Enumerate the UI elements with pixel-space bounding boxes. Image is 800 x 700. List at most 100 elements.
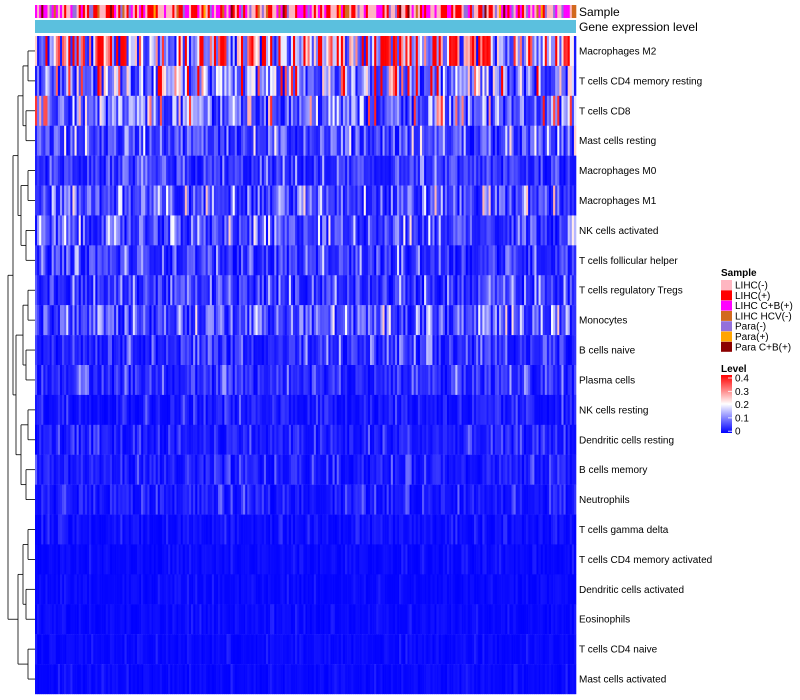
heatmap-cell [484, 305, 487, 336]
heatmap-cell [374, 215, 377, 246]
heatmap-cell [224, 335, 227, 366]
heatmap-cell [145, 215, 148, 246]
heatmap-cell [492, 245, 496, 276]
heatmap-cell [438, 215, 442, 246]
heatmap-cell [455, 185, 458, 216]
heatmap-cell [332, 125, 335, 156]
heatmap-cell [530, 36, 533, 67]
heatmap-cell [53, 65, 57, 97]
heatmap-cell [45, 365, 48, 396]
heatmap-cell [93, 394, 96, 426]
heatmap-cell [45, 245, 48, 276]
heatmap-cell [355, 125, 358, 156]
heatmap-cell [84, 245, 88, 276]
heatmap-cell [241, 514, 244, 545]
sample-cell [424, 5, 427, 18]
heatmap-cell [268, 155, 271, 186]
heatmap-cell [93, 305, 96, 336]
heatmap-cell [403, 335, 406, 366]
heatmap-cell [548, 95, 552, 126]
heatmap-cell [268, 65, 271, 97]
heatmap-cell [132, 394, 136, 426]
heatmap-cell [276, 394, 279, 426]
heatmap-cell [326, 36, 329, 67]
heatmap-cell [251, 65, 254, 97]
heatmap-cell [561, 155, 564, 186]
heatmap-cell [376, 155, 379, 186]
heatmap-cell [465, 65, 469, 97]
heatmap-cell [571, 484, 575, 515]
heatmap-cell [326, 335, 329, 366]
heatmap-cell [116, 185, 119, 216]
heatmap-cell [551, 185, 554, 216]
heatmap-cell [232, 125, 236, 156]
heatmap-cell [457, 275, 460, 306]
heatmap-cell [370, 484, 373, 515]
heatmap-cell [207, 275, 211, 306]
heatmap-cell [216, 454, 219, 485]
heatmap-cell [130, 484, 134, 515]
heatmap-cell [193, 275, 196, 306]
heatmap-cell [505, 215, 508, 246]
sample-cell [141, 5, 144, 18]
heatmap-cell [293, 215, 296, 246]
heatmap-cell [95, 544, 98, 575]
heatmap-cell [35, 65, 38, 97]
heatmap-cell [91, 484, 94, 515]
heatmap-cell [324, 155, 327, 186]
heatmap-cell [149, 365, 152, 396]
heatmap-cell [278, 365, 281, 396]
heatmap-cell [232, 394, 236, 426]
heatmap-cell [367, 305, 371, 336]
heatmap-cell [488, 365, 491, 396]
heatmap-cell [532, 514, 535, 545]
heatmap-cell [551, 454, 554, 485]
heatmap-cell [303, 335, 306, 366]
heatmap-cell [195, 95, 198, 126]
heatmap-cell [174, 125, 177, 156]
heatmap-cell [222, 305, 225, 336]
heatmap-cell [415, 335, 419, 366]
heatmap-cell [93, 484, 96, 515]
heatmap-cell [309, 275, 313, 306]
heatmap-cell [120, 544, 123, 575]
heatmap-cell [453, 155, 456, 186]
heatmap-cell [544, 245, 548, 276]
heatmap-cell [388, 125, 392, 156]
heatmap-cell [301, 394, 304, 426]
heatmap-cell [55, 215, 59, 246]
heatmap-cell [340, 185, 344, 216]
heatmap-cell [499, 245, 502, 276]
heatmap-cell [349, 125, 352, 156]
heatmap-cell [438, 514, 442, 545]
sample-cell [349, 5, 352, 18]
heatmap-cell [461, 215, 464, 246]
heatmap-cell [76, 305, 79, 336]
heatmap-cell [124, 484, 127, 515]
heatmap-cell [413, 215, 417, 246]
sample-cell [132, 5, 136, 18]
heatmap-cell [405, 275, 408, 306]
heatmap-row [35, 305, 577, 336]
heatmap-cell [157, 335, 161, 366]
heatmap-cell [157, 484, 161, 515]
heatmap-cell [528, 185, 531, 216]
heatmap-cell [249, 305, 252, 336]
heatmap-cell [145, 155, 148, 186]
heatmap-cell [370, 335, 373, 366]
heatmap-cell [178, 454, 181, 485]
heatmap-cell [268, 484, 271, 515]
heatmap-cell [216, 245, 219, 276]
heatmap-cell [186, 484, 190, 515]
heatmap-cell [374, 185, 377, 216]
heatmap-cell [116, 424, 119, 455]
heatmap-cell [164, 514, 167, 545]
heatmap-cell [315, 365, 319, 396]
heatmap-cell [111, 365, 115, 396]
heatmap-cell [203, 215, 206, 246]
heatmap-cell [280, 544, 283, 575]
sample-cell [407, 5, 410, 18]
heatmap-cell [463, 305, 467, 336]
heatmap-cell [563, 424, 566, 455]
heatmap-cell [436, 245, 439, 276]
